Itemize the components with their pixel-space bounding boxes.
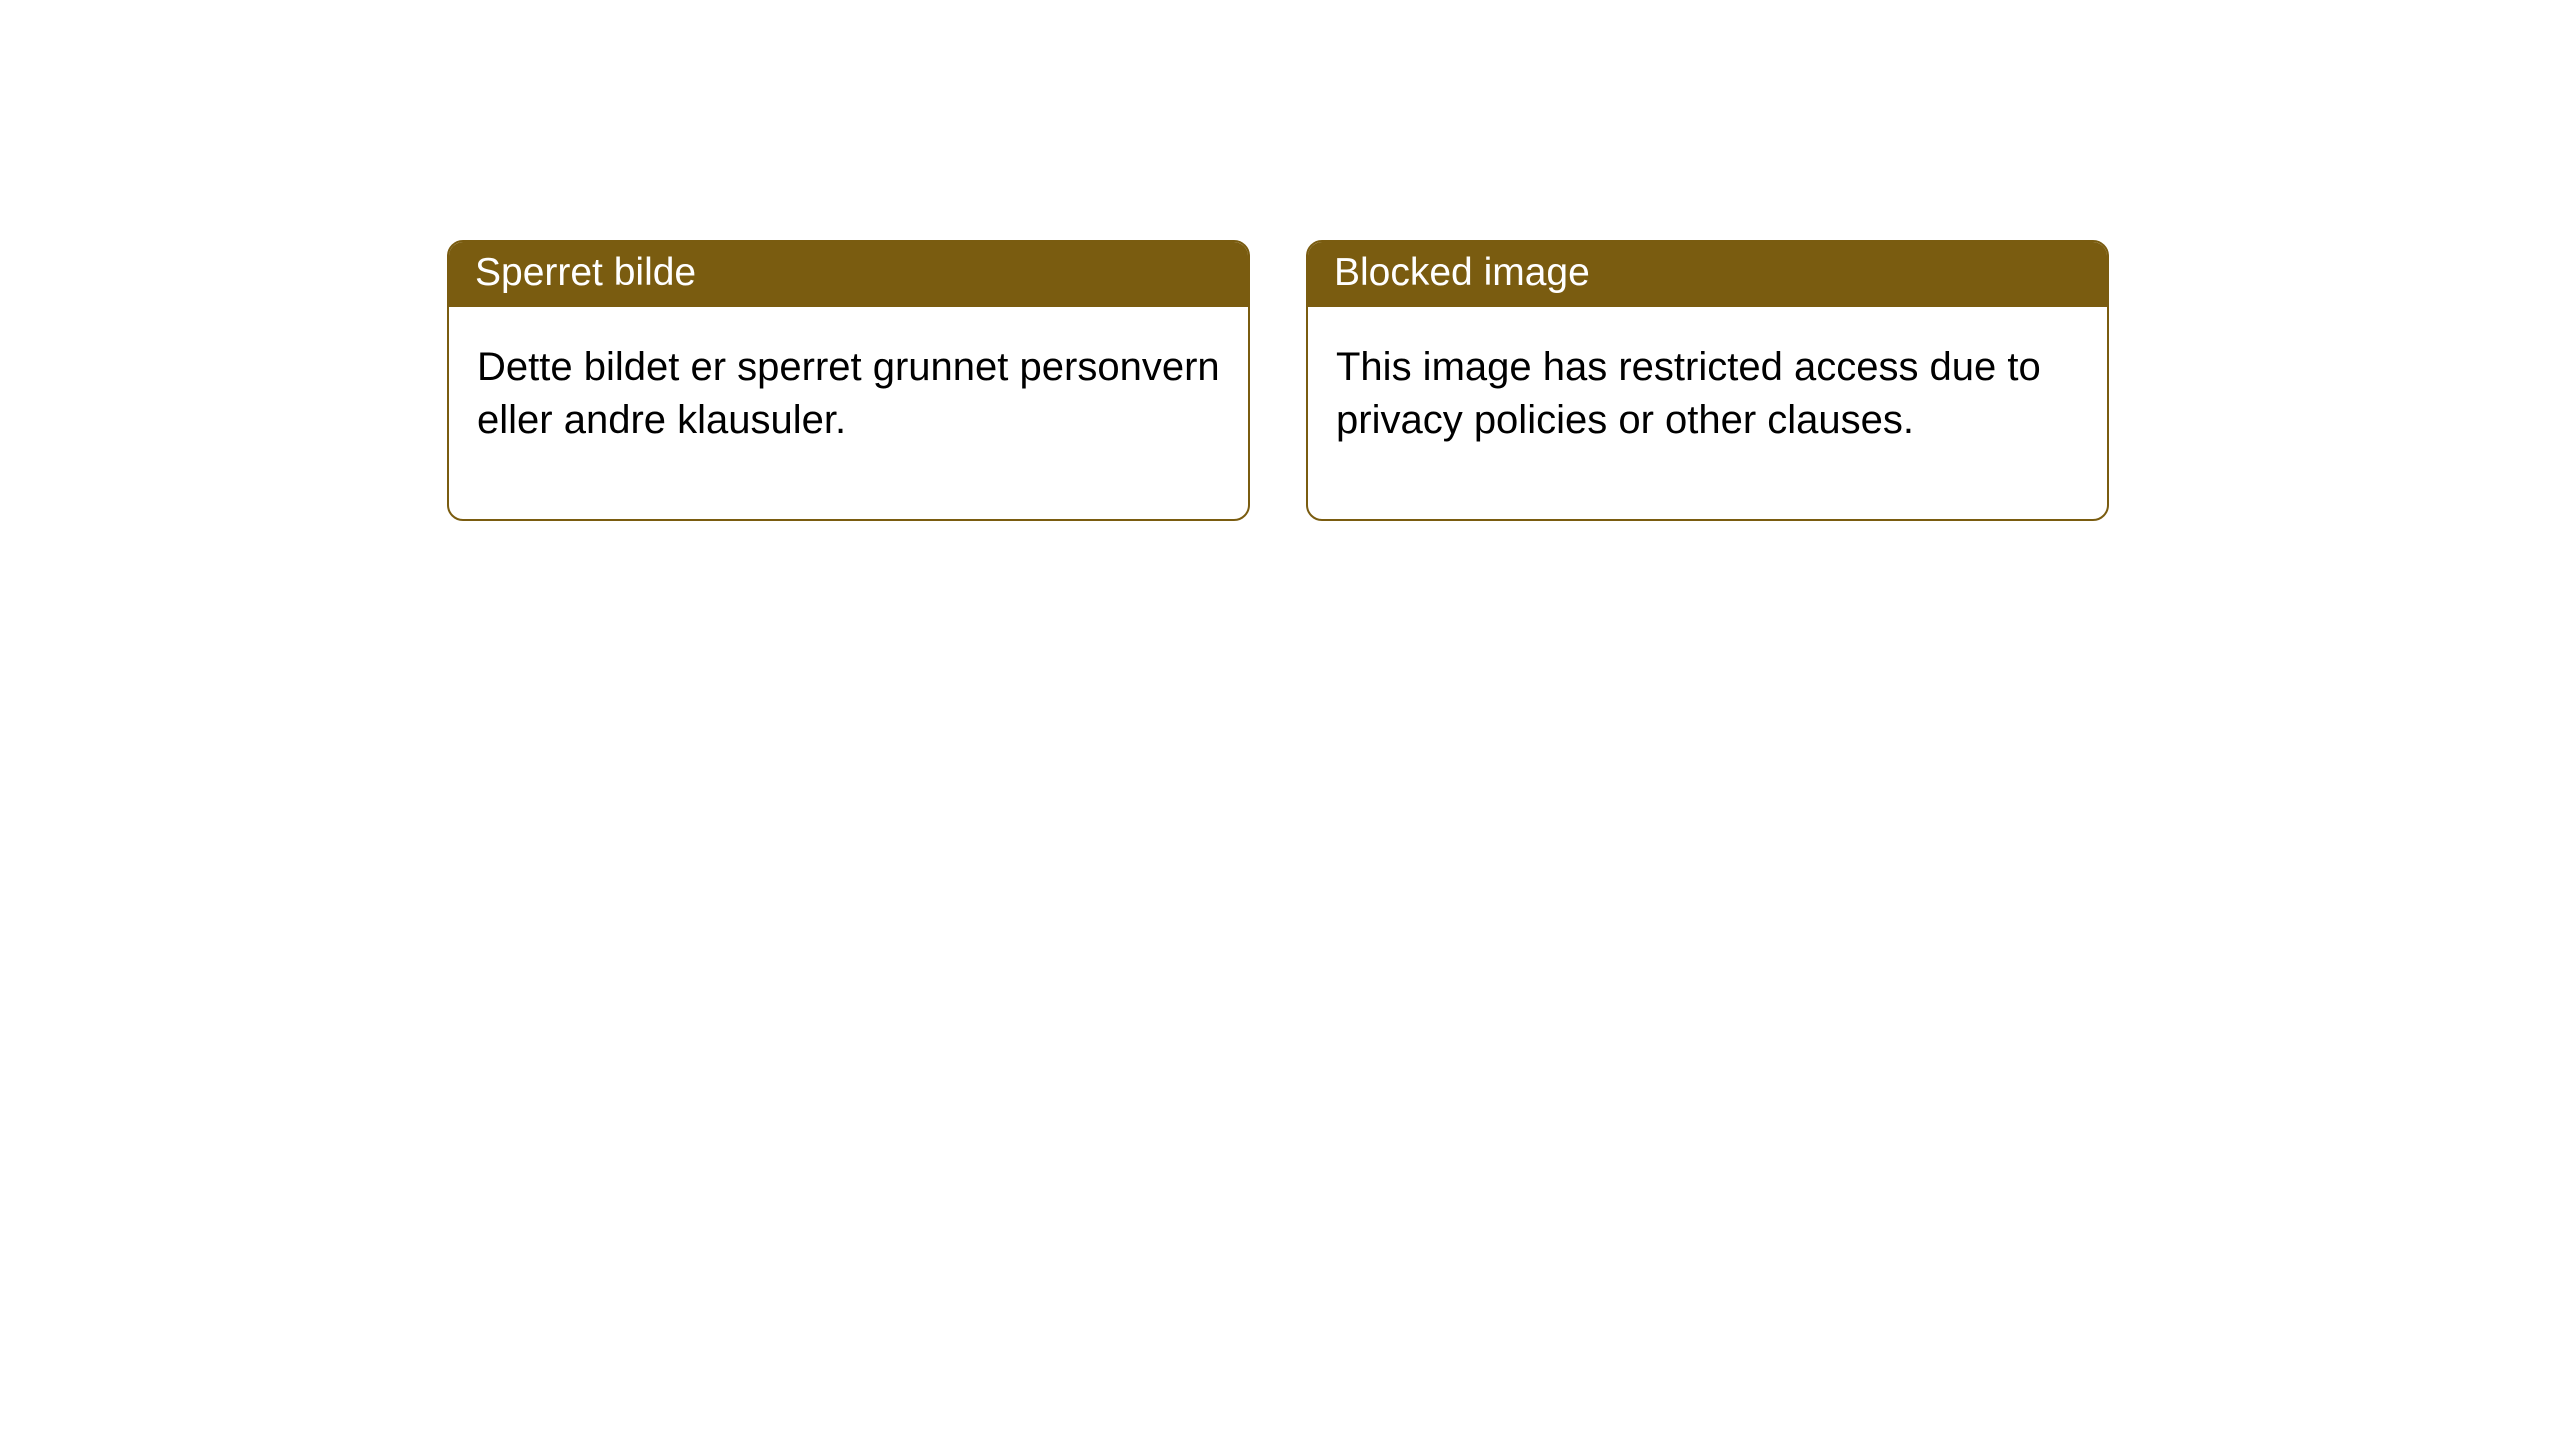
card-header: Sperret bilde [449,242,1248,307]
blocked-image-card-en: Blocked image This image has restricted … [1306,240,2109,521]
card-title: Sperret bilde [475,251,696,294]
card-title: Blocked image [1334,251,1590,294]
blocked-image-card-no: Sperret bilde Dette bildet er sperret gr… [447,240,1250,521]
card-body: This image has restricted access due to … [1308,307,2107,519]
card-message: This image has restricted access due to … [1336,345,2041,442]
card-header: Blocked image [1308,242,2107,307]
card-message: Dette bildet er sperret grunnet personve… [477,345,1220,442]
notice-cards-container: Sperret bilde Dette bildet er sperret gr… [447,240,2109,521]
card-body: Dette bildet er sperret grunnet personve… [449,307,1248,519]
